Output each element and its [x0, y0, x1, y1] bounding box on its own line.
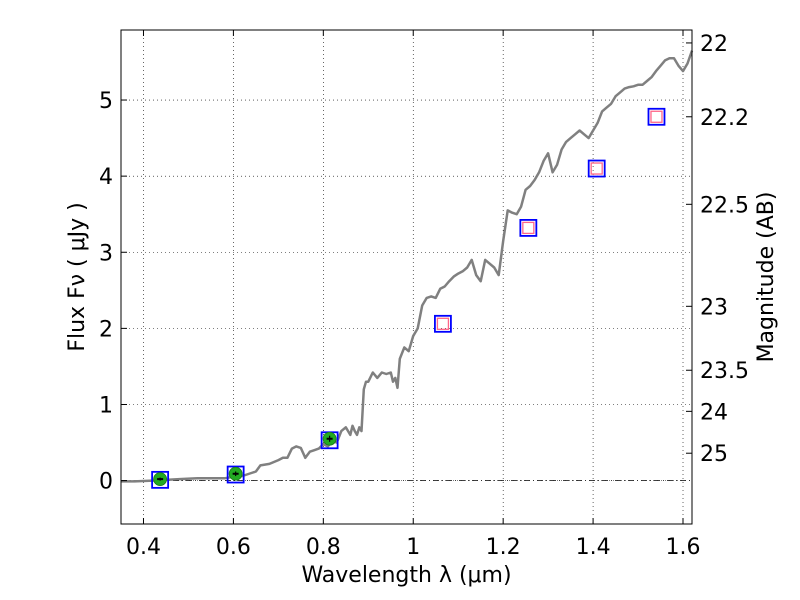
- ticks: 0.4 0.6 0.8 1 1.2 1.4 1.60123452222.222.52323.…: [99, 30, 749, 560]
- right-tick-label: 23: [700, 295, 728, 320]
- y-tick-label: 0: [99, 470, 113, 495]
- plot-frame: [120, 29, 693, 525]
- model-photometry-square: [647, 107, 666, 126]
- model-spectrum: [121, 50, 694, 483]
- right-tick-label: 22.5: [700, 193, 749, 218]
- x-tick-label: 0.6: [216, 535, 251, 560]
- right-tick-label: 25: [700, 442, 728, 467]
- right-tick-label: 22.2: [700, 106, 749, 131]
- y-tick-label: 4: [99, 165, 113, 190]
- y-tick-label: 1: [99, 393, 113, 418]
- x-tick-label: 1: [406, 535, 420, 560]
- x-axis-label: Wavelength λ (μm): [301, 563, 511, 588]
- predicted-point-square: [590, 162, 603, 175]
- right-tick-label: 22: [700, 32, 728, 57]
- predicted-point-square: [436, 317, 450, 330]
- model-photometry-square: [434, 314, 452, 333]
- x-tick-label: 1.4: [576, 535, 611, 560]
- y-tick-label: 2: [99, 317, 113, 342]
- x-tick-label: 0.8: [306, 535, 341, 560]
- x-tick-label: 1.2: [486, 535, 521, 560]
- right-axis-label: Magnitude (AB): [754, 192, 779, 363]
- model-photometry-square: [226, 465, 245, 484]
- grid: [121, 30, 692, 524]
- markers: [151, 107, 666, 489]
- y-axis-label: Flux Fν ( μJy ): [65, 202, 90, 351]
- y-tick-label: 5: [99, 89, 113, 114]
- model-photometry-square: [587, 159, 606, 178]
- spectrum-line: [121, 50, 694, 483]
- model-photometry-square: [151, 470, 170, 489]
- right-tick-label: 24: [700, 400, 728, 425]
- model-photometry-square: [519, 219, 538, 237]
- x-tick-label: 1.6: [666, 535, 701, 560]
- y-tick-label: 3: [99, 241, 113, 266]
- x-tick-label: 0.4: [126, 535, 161, 560]
- right-tick-label: 23.5: [700, 359, 749, 384]
- predicted-point-square: [650, 110, 663, 123]
- predicted-point-square: [522, 221, 535, 235]
